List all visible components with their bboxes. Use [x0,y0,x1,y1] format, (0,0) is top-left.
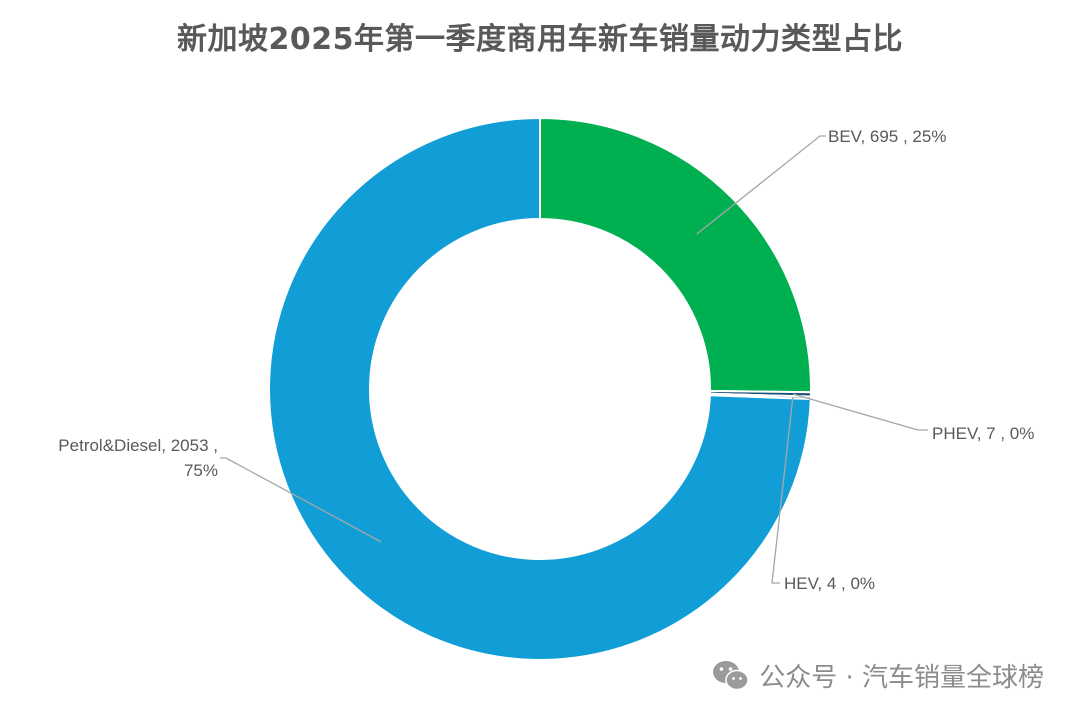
watermark: 公众号 · 汽车销量全球榜 [711,657,1044,694]
leader-line [696,135,826,235]
watermark-text: 公众号 · 汽车销量全球榜 [759,663,1044,693]
data-label-line: PHEV, 7 , 0% [932,424,1034,443]
data-label: PHEV, 7 , 0% [932,424,1034,443]
data-label-line: Petrol&Diesel, 2053 , [58,436,218,455]
wechat-icon [713,660,749,690]
chart-title: 新加坡2025年第一季度商用车新车销量动力类型占比 [177,22,903,57]
donut-slices [268,116,812,661]
data-label: HEV, 4 , 0% [784,574,875,593]
slice-petrol-diesel [268,116,812,661]
leader-line [220,457,382,543]
data-labels: BEV, 695 , 25% PHEV, 7 , 0% HEV, 4 , 0% Pet… [58,127,1034,593]
data-label-line: HEV, 4 , 0% [784,574,875,593]
slice-bev [539,116,812,394]
leader-line [771,397,794,584]
leader-lines [220,135,928,584]
data-label-line: 75% [184,461,218,480]
data-label: Petrol&Diesel, 2053 , 75% [58,436,218,480]
data-label: BEV, 695 , 25% [828,127,946,146]
leader-line [792,393,928,431]
data-label-line: BEV, 695 , 25% [828,127,946,146]
